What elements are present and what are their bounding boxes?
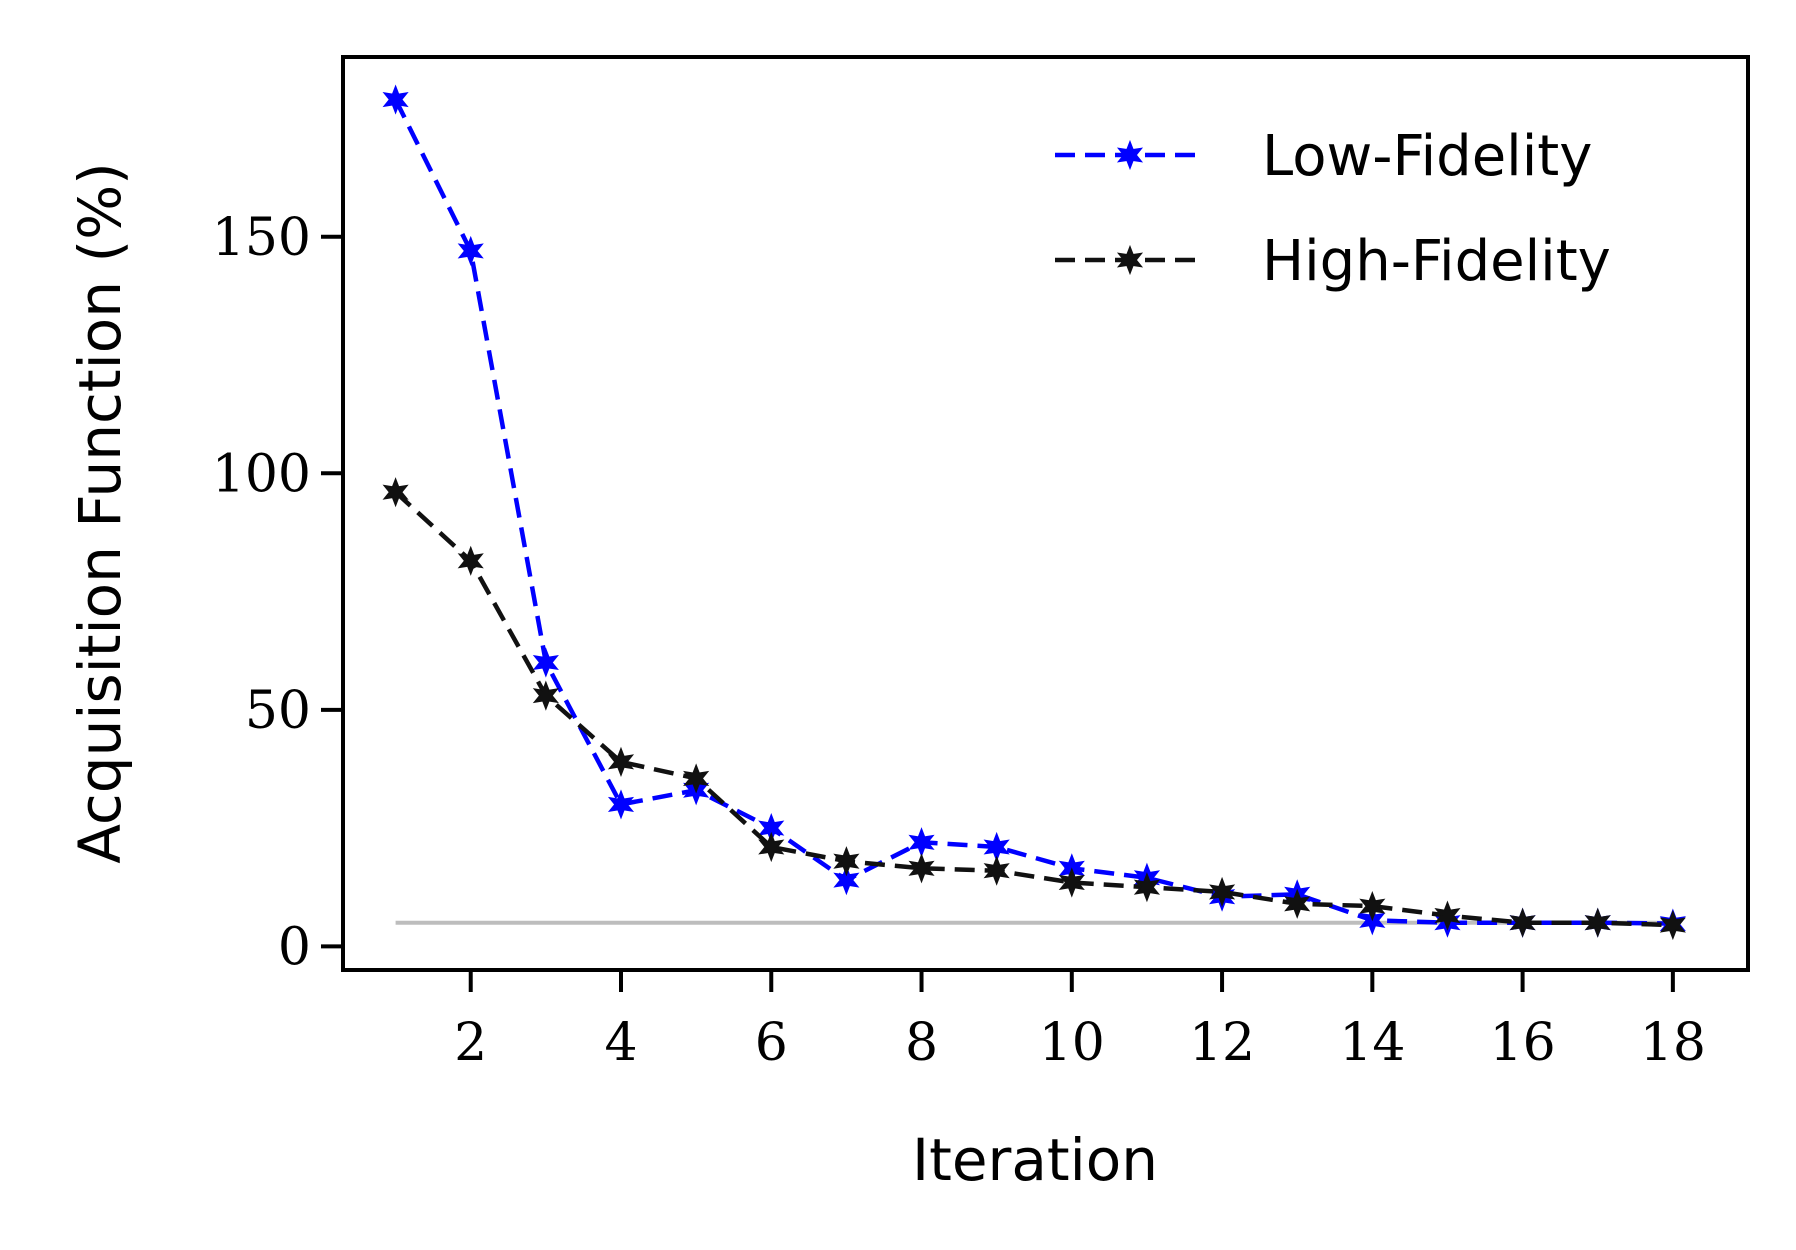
legend-marker-low-fidelity — [1116, 139, 1144, 171]
data-point-high-fidelity — [1359, 891, 1386, 922]
data-point-high-fidelity — [758, 831, 785, 863]
series-high-fidelity — [382, 477, 1686, 941]
y-axis-label: Acquisition Function (%) — [66, 162, 134, 864]
data-point-high-fidelity — [382, 477, 409, 508]
data-point-high-fidelity — [1058, 867, 1085, 898]
y-tick-label: 100 — [212, 444, 311, 504]
data-point-low-fidelity — [607, 789, 635, 820]
plot-frame — [341, 55, 1750, 972]
x-tick-label: 10 — [1039, 1013, 1105, 1073]
data-point-low-fidelity — [833, 865, 860, 896]
y-ticks: 0 50 100 150 — [212, 208, 343, 977]
data-point-high-fidelity — [1509, 907, 1536, 938]
data-point-high-fidelity — [983, 855, 1010, 886]
data-point-low-fidelity — [457, 235, 484, 267]
x-tick-label: 18 — [1640, 1013, 1706, 1073]
y-tick-label: 0 — [278, 917, 311, 977]
x-tick-label: 12 — [1189, 1013, 1255, 1073]
legend-marker-high-fidelity — [1116, 244, 1144, 276]
legend-label-low-fidelity: Low-Fidelity — [1262, 124, 1592, 189]
x-tick-label: 8 — [905, 1013, 938, 1073]
data-point-high-fidelity — [833, 846, 860, 877]
data-point-high-fidelity — [1659, 909, 1686, 941]
legend: Low-Fidelity High-Fidelity — [1030, 110, 1720, 310]
data-point-high-fidelity — [683, 763, 710, 794]
x-axis-label: Iteration — [912, 1126, 1158, 1194]
data-point-high-fidelity — [457, 545, 484, 576]
x-ticks: 2 4 6 8 10 12 14 16 18 — [454, 970, 1706, 1073]
data-point-low-fidelity — [382, 84, 409, 115]
data-point-high-fidelity — [1209, 876, 1236, 908]
data-point-high-fidelity — [532, 680, 559, 711]
legend-entries: Low-Fidelity High-Fidelity — [1055, 124, 1611, 294]
data-point-high-fidelity — [908, 853, 935, 884]
data-point-high-fidelity — [607, 746, 635, 777]
legend-label-high-fidelity: High-Fidelity — [1262, 229, 1611, 294]
series-line-high-fidelity — [394, 490, 1673, 928]
data-point-low-fidelity — [532, 647, 559, 678]
y-tick-label: 150 — [212, 208, 311, 268]
x-tick-label: 6 — [755, 1013, 788, 1073]
data-point-high-fidelity — [1284, 888, 1311, 919]
data-point-high-fidelity — [1584, 907, 1611, 938]
x-tick-label: 4 — [604, 1013, 637, 1073]
data-point-high-fidelity — [1133, 872, 1161, 903]
x-tick-label: 16 — [1490, 1013, 1556, 1073]
series-layer — [382, 84, 1686, 941]
y-tick-label: 50 — [245, 681, 311, 741]
data-point-high-fidelity — [1434, 900, 1461, 931]
x-tick-label: 14 — [1339, 1013, 1405, 1073]
x-tick-label: 2 — [454, 1013, 487, 1073]
legend-box — [1030, 110, 1720, 310]
